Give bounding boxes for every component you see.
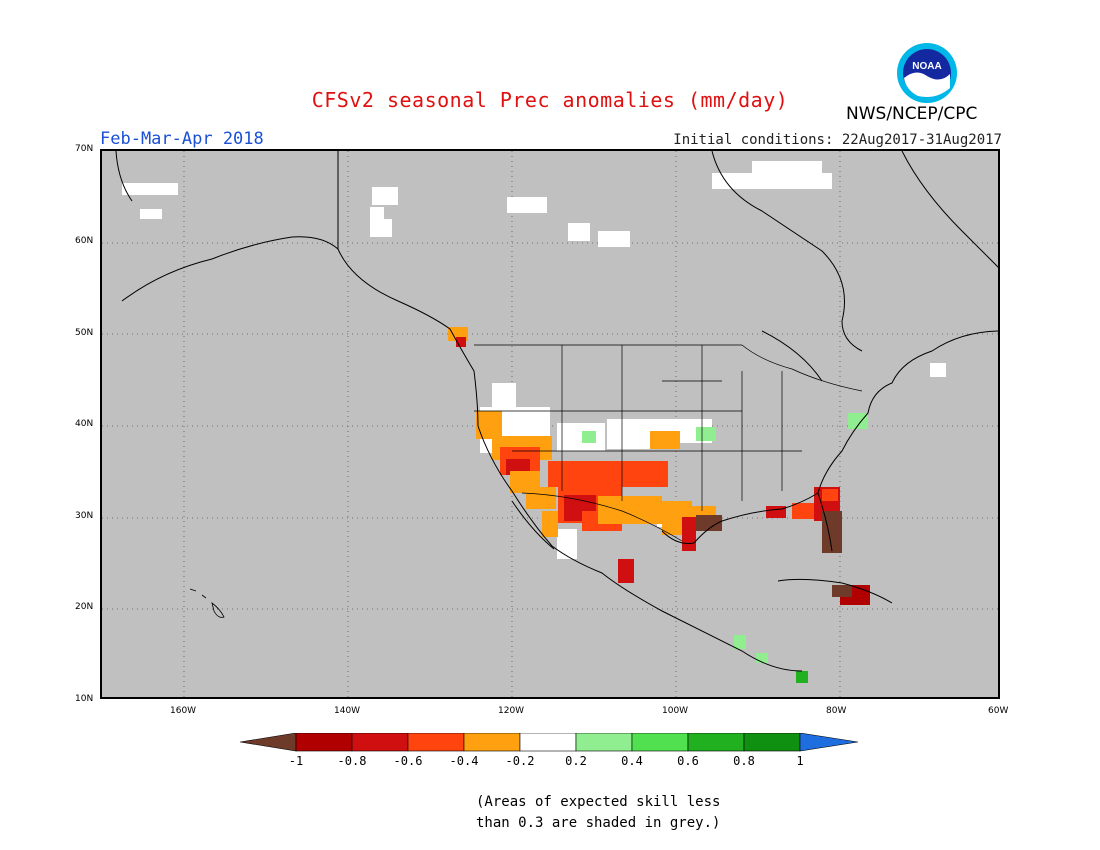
colorbar-tick: -0.2 <box>505 754 535 768</box>
colorbar-tick: -0.6 <box>393 754 423 768</box>
organization-label: NWS/NCEP/CPC <box>846 104 978 124</box>
lat-label-40n: 40N <box>75 419 94 429</box>
colorbar-tick: 1 <box>796 754 804 768</box>
map-title: CFSv2 seasonal Prec anomalies (mm/day) <box>311 88 789 112</box>
colorbar <box>239 732 860 759</box>
noaa-logo: NOAA <box>896 42 958 104</box>
skill-note: (Areas of expected skill less than 0.3 a… <box>476 792 720 834</box>
colorbar-tick: 0.8 <box>733 754 755 768</box>
coastlines <box>115 151 998 672</box>
skill-note-line1: (Areas of expected skill less <box>476 794 721 810</box>
colorbar-tick: 0.4 <box>621 754 643 768</box>
colorbar-tick: 0.2 <box>565 754 587 768</box>
colorbar-tick: -0.8 <box>337 754 367 768</box>
anomaly-map <box>100 149 1000 699</box>
forecast-period: Feb-Mar-Apr 2018 <box>100 129 264 149</box>
colorbar-tick: 0.6 <box>677 754 699 768</box>
political-borders <box>337 151 863 542</box>
lat-label-10n: 10N <box>75 694 94 704</box>
lat-label-50n: 50N <box>75 328 94 338</box>
lon-label-100w: 100W <box>662 706 689 716</box>
dry-anomaly-areas <box>448 327 870 605</box>
logo-text: NOAA <box>912 61 941 72</box>
hawaii-islands <box>189 588 225 618</box>
lat-label-70n: 70N <box>75 144 94 154</box>
colorbar-tick: -0.4 <box>449 754 479 768</box>
lon-label-80w: 80W <box>826 706 847 716</box>
colorbar-tick: -1 <box>288 754 304 768</box>
initial-conditions: Initial conditions: 22Aug2017-31Aug2017 <box>673 132 1002 148</box>
lon-label-140w: 140W <box>334 706 361 716</box>
skill-note-line2: than 0.3 are shaded in grey.) <box>476 815 721 831</box>
lon-label-120w: 120W <box>498 706 525 716</box>
lat-label-20n: 20N <box>75 602 94 612</box>
lon-label-160w: 160W <box>170 706 197 716</box>
lon-label-60w: 60W <box>988 706 1009 716</box>
lat-label-60n: 60N <box>75 236 94 246</box>
lat-label-30n: 30N <box>75 511 94 521</box>
wet-anomaly-areas <box>582 413 868 683</box>
map-canvas <box>102 151 998 697</box>
